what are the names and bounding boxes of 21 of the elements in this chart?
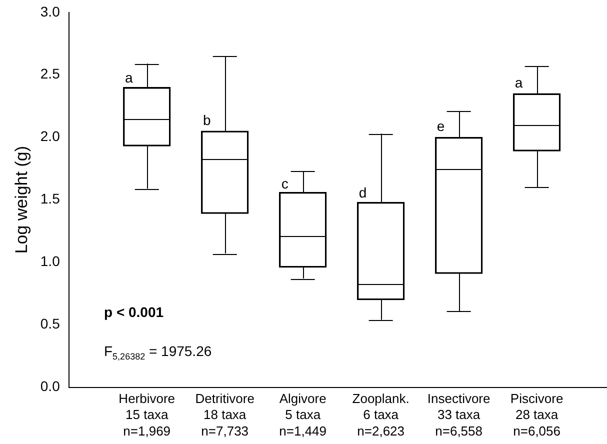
annotation: p < 0.001: [104, 304, 164, 320]
x-tick-label: Detritivore 18 taxa n=7,733: [195, 390, 254, 438]
annotation: a: [514, 74, 523, 90]
x-tick-label: Herbivore 15 taxa n=1,969: [118, 390, 176, 438]
annotation: d: [358, 184, 367, 200]
x-tick-label: Algivore 5 taxa n=1,449: [279, 390, 327, 438]
y-tick-label: 3.0: [40, 3, 60, 20]
annotation: c: [281, 176, 288, 192]
y-tick-label: 0.0: [40, 378, 60, 394]
y-tick-label: 1.0: [40, 253, 60, 270]
x-tick-label: Zooplank. 6 taxa n=2,623: [352, 390, 410, 438]
annotation: a: [124, 69, 133, 86]
x-tick-label: Piscivore 28 taxa n=6,056: [510, 390, 564, 438]
y-axis-title: Log weight (g): [12, 146, 31, 254]
y-tick-label: 2.0: [40, 128, 60, 144]
annotation: e: [436, 118, 445, 134]
annotation: b: [202, 112, 211, 128]
y-tick-label: 1.5: [40, 190, 60, 207]
x-tick-label: Insectivore 33 taxa n=6,558: [427, 390, 490, 438]
y-tick-label: 0.5: [40, 316, 60, 332]
y-tick-label: 2.5: [40, 66, 60, 82]
